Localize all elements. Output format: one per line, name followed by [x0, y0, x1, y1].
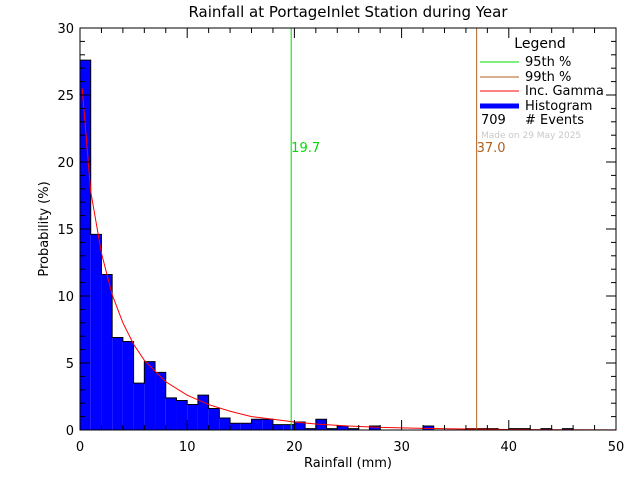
x-tick-label: 40 [501, 440, 518, 455]
legend-title: Legend [514, 36, 565, 52]
histogram-bar [294, 421, 306, 430]
histogram-bar [176, 400, 188, 430]
legend-label-histogram: Histogram [525, 99, 592, 114]
x-tick-label: 20 [286, 440, 303, 455]
y-axis-label: Probability (%) [37, 181, 52, 276]
histogram-bar [90, 234, 102, 430]
legend-label-95th: 95th % [525, 55, 571, 70]
y-tick-label: 15 [57, 223, 74, 238]
histogram-bar [283, 424, 295, 430]
histogram-bar [165, 397, 177, 430]
histogram-bar [187, 404, 198, 430]
histogram-bar [144, 361, 156, 430]
legend-label-99th: 99th % [525, 70, 571, 85]
histogram-bar [101, 274, 113, 430]
x-tick-label: 30 [393, 440, 410, 455]
histogram-bar [262, 419, 273, 430]
histogram-bar [272, 424, 284, 430]
histogram-outline [79, 59, 616, 431]
y-tick-label: 25 [57, 89, 74, 104]
x-tick-label: 0 [76, 440, 84, 455]
histogram-bar [133, 383, 145, 430]
made-on-note: Made on 29 May 2025 [481, 131, 581, 141]
y-tick-label: 10 [57, 290, 74, 305]
y-tick-label: 30 [57, 22, 74, 37]
histogram-bar [369, 425, 381, 430]
p95-label: 19.7 [291, 141, 320, 156]
tick-labels: 0 10 20 30 40 50 0 5 10 15 20 25 30 [57, 22, 624, 455]
histogram-bar [80, 60, 91, 430]
events-label: # Events [525, 113, 584, 128]
legend: Legend 95th % 99th % Inc. Gamma Histogra… [480, 36, 604, 141]
y-tick-label: 0 [66, 424, 74, 439]
p99-label: 37.0 [477, 141, 506, 156]
y-tick-label: 20 [57, 156, 74, 171]
histogram-bar [240, 423, 252, 430]
histogram-bar [251, 419, 263, 430]
y-tick-label: 5 [66, 357, 74, 372]
histogram-bar [230, 423, 241, 430]
histogram-bar [155, 372, 166, 430]
x-tick-label: 50 [608, 440, 625, 455]
histogram-bar [219, 417, 231, 430]
histogram-bar [197, 395, 209, 430]
histogram-bar [326, 428, 338, 430]
histogram-bar [112, 337, 123, 430]
events-count: 709 [481, 113, 506, 128]
x-axis-label: Rainfall (mm) [304, 456, 392, 471]
axis-ticks [79, 27, 617, 431]
histogram-bar [305, 428, 316, 430]
legend-label-gamma: Inc. Gamma [525, 84, 604, 99]
histogram-bar [348, 428, 359, 430]
chart-title: Rainfall at PortageInlet Station during … [188, 3, 508, 21]
histogram-bar [208, 408, 220, 430]
histogram-bar [337, 425, 348, 430]
x-tick-label: 10 [179, 440, 196, 455]
histogram-bar [122, 341, 134, 430]
